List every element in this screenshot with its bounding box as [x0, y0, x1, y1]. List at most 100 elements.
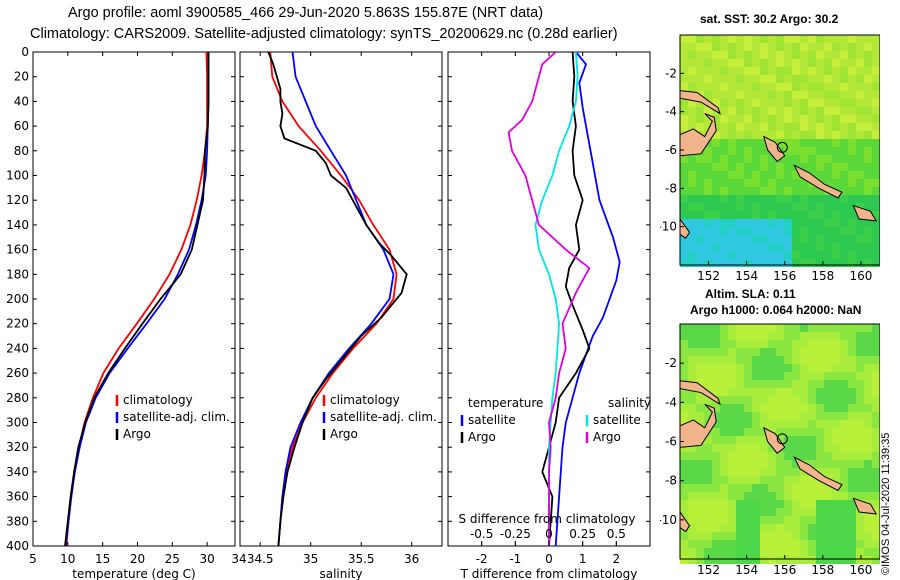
map-cell: [720, 388, 728, 396]
map-cell: [696, 211, 704, 219]
map-cell: [776, 67, 784, 75]
map-cell: [840, 107, 848, 115]
map-cell: [752, 171, 760, 179]
map-cell: [704, 556, 712, 564]
map-cell: [848, 444, 856, 452]
map-cell: [808, 332, 816, 340]
map-cell: [800, 428, 808, 436]
map-cell: [808, 428, 816, 436]
map-cell: [824, 444, 832, 452]
map-cell: [832, 195, 840, 203]
map-cell: [744, 155, 752, 163]
map-cell: [744, 452, 752, 460]
map-cell: [688, 211, 696, 219]
map-cell: [792, 187, 800, 195]
map-cell: [768, 99, 776, 107]
map-cell: [832, 155, 840, 163]
map-cell: [752, 147, 760, 155]
map-cell: [848, 171, 856, 179]
map-cell: [840, 227, 848, 235]
map-cell: [704, 203, 712, 211]
map-cell: [736, 83, 744, 91]
map-cell: [800, 340, 808, 348]
map-cell: [856, 468, 864, 476]
map-cell: [720, 251, 728, 259]
map-cell: [680, 211, 688, 219]
map-cell: [808, 404, 816, 412]
map-cell: [784, 428, 792, 436]
map-cell: [744, 332, 752, 340]
map-y-tick-label: -6: [665, 143, 677, 157]
map-cell: [784, 324, 792, 332]
map-cell: [768, 540, 776, 548]
map-cell: [776, 243, 784, 251]
map-cell: [784, 171, 792, 179]
map-cell: [848, 35, 856, 43]
map-cell: [768, 500, 776, 508]
map-cell: [864, 115, 872, 123]
x-axis-label: salinity: [319, 567, 362, 580]
map-cell: [736, 524, 744, 532]
map-cell: [784, 444, 792, 452]
map-cell: [728, 460, 736, 468]
map-cell: [752, 540, 760, 548]
map-cell: [744, 468, 752, 476]
map-cell: [872, 468, 880, 476]
map-cell: [728, 43, 736, 51]
map-cell: [768, 324, 776, 332]
map-cell: [696, 195, 704, 203]
map-cell: [792, 91, 800, 99]
map-cell: [760, 460, 768, 468]
map-cell: [776, 163, 784, 171]
map-cell: [720, 356, 728, 364]
map-cell: [784, 59, 792, 67]
map-cell: [784, 468, 792, 476]
map-cell: [776, 59, 784, 67]
map-cell: [864, 364, 872, 372]
map-cell: [696, 444, 704, 452]
map-cell: [752, 428, 760, 436]
map-cell: [816, 131, 824, 139]
map-cell: [800, 91, 808, 99]
map-cell: [712, 364, 720, 372]
map-cell: [712, 324, 720, 332]
map-cell: [736, 123, 744, 131]
legend-label: climatology: [330, 393, 400, 407]
map-cell: [832, 364, 840, 372]
map-cell: [832, 115, 840, 123]
map-cell: [688, 227, 696, 235]
map-cell: [752, 211, 760, 219]
map-cell: [792, 83, 800, 91]
map-cell: [776, 251, 784, 259]
map-cell: [704, 219, 712, 227]
map-cell: [792, 412, 800, 420]
map-cell: [768, 452, 776, 460]
map-cell: [760, 508, 768, 516]
map-cell: [680, 348, 688, 356]
map-cell: [776, 115, 784, 123]
map-x-tick-label: 152: [697, 269, 720, 283]
map-cell: [824, 500, 832, 508]
map-cell: [728, 556, 736, 564]
map-cell: [712, 227, 720, 235]
map-cell: [728, 356, 736, 364]
map-cell: [760, 227, 768, 235]
map-cell: [704, 147, 712, 155]
map-cell: [824, 524, 832, 532]
map-cell: [744, 404, 752, 412]
map-cell: [680, 444, 688, 452]
map-cell: [776, 43, 784, 51]
map-cell: [808, 75, 816, 83]
map-cell: [864, 131, 872, 139]
map-cell: [800, 508, 808, 516]
map-cell: [704, 51, 712, 59]
map-cell: [768, 211, 776, 219]
series-line-1: [277, 52, 395, 546]
map-cell: [792, 428, 800, 436]
map-cell: [752, 492, 760, 500]
map-cell: [696, 476, 704, 484]
map-cell: [768, 372, 776, 380]
map-cell: [736, 259, 744, 267]
secondary-axis-label: S difference from climatology: [459, 512, 636, 526]
map-cell: [800, 348, 808, 356]
